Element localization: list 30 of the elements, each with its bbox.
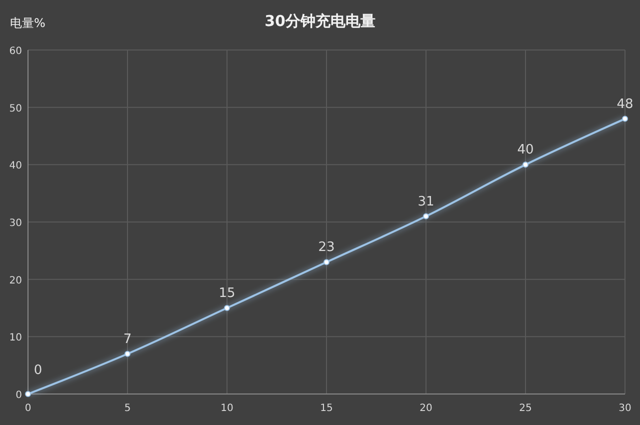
y-tick-label: 10	[9, 332, 22, 344]
data-label: 23	[318, 240, 335, 256]
x-tick-label: 30	[618, 403, 632, 414]
data-label: 40	[517, 142, 534, 158]
point	[423, 213, 429, 220]
point	[124, 350, 130, 357]
x-tick-label: 0	[24, 403, 32, 414]
y-tick-label: 20	[9, 275, 22, 286]
x-tick-label: 5	[124, 403, 131, 414]
x-tick-label: 20	[420, 403, 432, 414]
data-label: 0	[34, 363, 42, 378]
data-label: 7	[123, 332, 132, 347]
x-tick-label: 15	[320, 403, 333, 414]
y-tick-label: 0	[16, 390, 22, 401]
y-tick-label: 50	[9, 103, 22, 114]
y-tick-label: 40	[9, 160, 22, 172]
point	[622, 116, 628, 122]
x-tick-label: 25	[519, 403, 532, 414]
data-label: 15	[218, 286, 236, 301]
point	[224, 305, 230, 311]
y-axis-title: 电量%	[10, 16, 46, 30]
data-label: 48	[616, 96, 634, 112]
point	[522, 162, 528, 168]
point	[324, 259, 330, 266]
y-tick-label: 30	[9, 218, 22, 229]
point	[25, 391, 31, 397]
data-label: 31	[418, 194, 434, 210]
y-tick-label: 60	[9, 46, 22, 57]
x-tick-label: 10	[220, 403, 234, 414]
chart-title: 30分钟充电电量	[264, 12, 376, 30]
